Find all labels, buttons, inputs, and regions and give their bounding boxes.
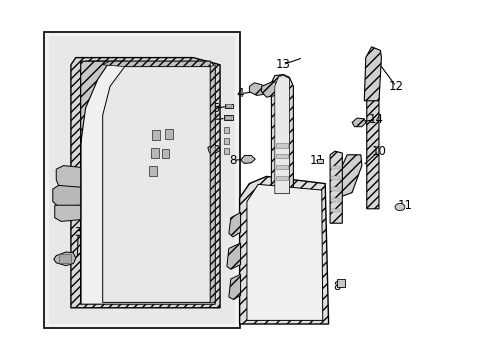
Bar [337, 279, 345, 287]
Bar [330, 198, 339, 202]
Bar [330, 176, 339, 180]
Bar [224, 148, 228, 154]
Polygon shape [246, 184, 322, 320]
Bar [225, 104, 230, 107]
Polygon shape [102, 67, 210, 302]
Polygon shape [81, 61, 127, 304]
Bar [44, 32, 239, 328]
Bar [151, 130, 160, 140]
Polygon shape [54, 252, 76, 266]
Bar [224, 116, 230, 119]
Text: 12: 12 [388, 80, 403, 93]
Polygon shape [261, 81, 281, 97]
Bar [224, 115, 232, 120]
Polygon shape [249, 83, 267, 95]
Text: 3: 3 [74, 226, 82, 239]
Polygon shape [56, 166, 81, 189]
Bar [275, 143, 287, 148]
Text: 11: 11 [397, 199, 411, 212]
Polygon shape [102, 61, 210, 67]
Bar [162, 149, 169, 158]
Text: 8: 8 [333, 280, 341, 293]
Bar [275, 176, 287, 180]
Text: 9: 9 [272, 130, 280, 143]
Polygon shape [271, 75, 293, 194]
Bar [224, 127, 228, 133]
Bar [49, 36, 234, 324]
Polygon shape [329, 151, 342, 223]
Polygon shape [239, 176, 328, 324]
Bar [59, 254, 71, 263]
Text: 13: 13 [275, 58, 289, 71]
Text: 7: 7 [209, 113, 217, 126]
Polygon shape [333, 155, 361, 196]
Bar [275, 165, 287, 169]
Text: 1: 1 [160, 226, 167, 239]
Polygon shape [274, 76, 289, 194]
Text: 2: 2 [277, 262, 285, 275]
Polygon shape [81, 61, 215, 304]
Bar [330, 209, 339, 212]
Text: 5: 5 [211, 102, 219, 114]
Bar [224, 104, 232, 108]
Polygon shape [210, 65, 215, 302]
Polygon shape [207, 145, 220, 153]
Polygon shape [55, 205, 81, 221]
Text: 14: 14 [368, 113, 383, 126]
Polygon shape [351, 118, 365, 127]
Text: 6: 6 [201, 142, 209, 155]
Polygon shape [364, 47, 381, 101]
Text: 8: 8 [228, 154, 236, 167]
Text: 4: 4 [236, 87, 244, 100]
Bar [165, 129, 173, 139]
Text: 9: 9 [338, 177, 346, 190]
Text: 11: 11 [309, 154, 324, 167]
Bar [330, 166, 339, 169]
Bar [316, 159, 322, 163]
Text: 10: 10 [371, 145, 386, 158]
Polygon shape [228, 212, 240, 237]
Polygon shape [71, 58, 220, 308]
Bar [224, 138, 228, 144]
Bar [150, 148, 159, 158]
Bar [275, 154, 287, 158]
Polygon shape [53, 185, 81, 207]
Circle shape [394, 203, 404, 211]
Bar [149, 166, 157, 176]
Polygon shape [226, 243, 240, 269]
Bar [330, 187, 339, 191]
Polygon shape [228, 274, 240, 300]
Polygon shape [366, 50, 378, 209]
Polygon shape [240, 156, 255, 163]
